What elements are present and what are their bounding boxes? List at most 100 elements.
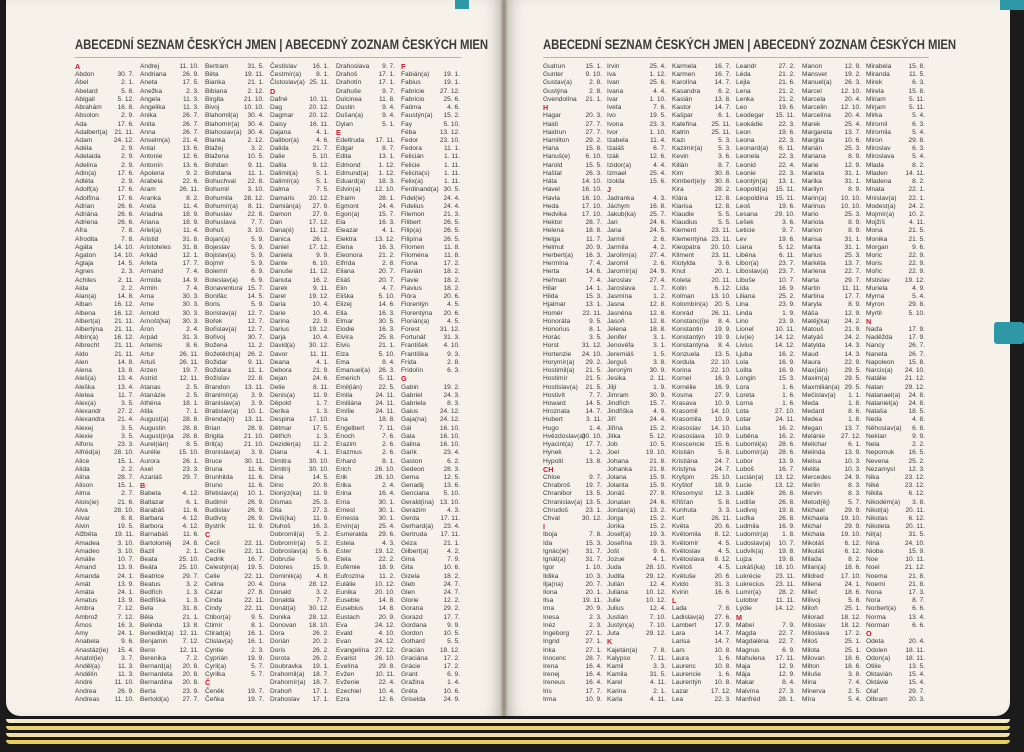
name-label: Květuše: [672, 572, 696, 580]
name-day-date: 24. 1.: [117, 572, 135, 580]
name-entry: Otilie 13. 5.: [866, 663, 925, 671]
name-day-date: 30. 9.: [649, 391, 667, 399]
name-label: Kunhuta: [672, 506, 697, 514]
name-day-date: 23. 9.: [182, 687, 200, 695]
name-label: Noel: [866, 564, 880, 572]
name-day-date: 28. 6.: [778, 449, 796, 457]
name-day-date: 5. 4.: [912, 112, 925, 120]
name-entry: Aristid 31. 8.: [140, 236, 199, 244]
name-label: Haidi: [543, 120, 559, 128]
name-entry: Leona 22. 3.: [736, 137, 795, 145]
name-label: Bohumila: [205, 194, 233, 202]
name-day-date: 3. 10.: [247, 227, 265, 235]
name-label: Božidar: [205, 358, 228, 366]
name-label: Donát(a): [270, 605, 296, 613]
name-label: Alina: [75, 473, 90, 481]
name-entry: Jonatan 24. 6.: [607, 499, 666, 507]
name-day-date: 17. 10.: [840, 572, 861, 580]
name-day-date: 22. 1.: [908, 186, 926, 194]
name-label: Lionel: [736, 326, 754, 333]
name-label: Drahoslav: [270, 695, 300, 703]
name-entry: Moric 22. 9.: [866, 252, 925, 260]
name-entry: Arne 30. 3.: [140, 301, 199, 309]
name-day-date: 25. 1.: [844, 646, 862, 654]
name-day-date: 10. 4.: [312, 301, 330, 309]
name-label: Fidel(ie): [401, 194, 425, 202]
name-entry: Lambert 17. 9.: [672, 622, 731, 630]
name-day-date: 6. 12.: [844, 547, 862, 555]
name-label: Drahoslava: [336, 63, 370, 70]
bookmark-ribbon[interactable]: [1000, 0, 1024, 10]
name-day-date: 18. 5.: [908, 408, 926, 416]
name-column: Bertram 31. 5. Běta 19. 11. Bianka 21. 1. Bibi…: [205, 63, 264, 704]
bookmark-ribbon[interactable]: [455, 0, 469, 9]
name-label: Mabel: [736, 621, 754, 629]
name-day-date: 20. 8.: [312, 482, 330, 490]
name-entry: Dobruše 5. 6.: [270, 556, 329, 564]
name-label: Gerald(ina): [401, 498, 434, 506]
name-label: Krasoslav: [672, 424, 701, 432]
name-label: Bystrík: [205, 523, 226, 531]
name-entry: Malvína 27. 3.: [736, 688, 795, 696]
name-entry: Leticie 9. 7.: [736, 227, 795, 235]
name-entry: Ctislav(a) 16. 1.: [205, 638, 264, 646]
name-label: Klementýna: [672, 235, 707, 243]
name-entry: Albín(a) 16. 12.: [75, 334, 134, 342]
name-entry: Flavie 18. 2.: [401, 277, 460, 285]
name-day-date: 3. 6.: [718, 153, 731, 161]
name-label: Hostivít: [543, 391, 565, 399]
name-label: Mnata: [866, 186, 885, 194]
bookmark-ribbon[interactable]: [994, 322, 1024, 344]
name-label: Jitka: [607, 432, 621, 440]
name-day-date: 9. 6.: [121, 638, 134, 646]
name-label: Hostislav(a): [543, 383, 578, 391]
letter-label: C: [205, 530, 211, 540]
name-entry: Milena 24. 1.: [802, 581, 861, 589]
name-label: Helena: [543, 227, 564, 235]
name-entry: Bořislav(a) 12. 7.: [205, 326, 264, 334]
name-label: Ignác(ie): [543, 547, 569, 555]
name-entry: Daniel 17. 12.: [270, 244, 329, 252]
name-label: Donald: [270, 589, 291, 596]
name-day-date: 6. 9.: [782, 646, 795, 654]
name-entry: Aranka 8. 2.: [140, 195, 199, 203]
name-entry: Krasoslav 14. 10.: [672, 425, 731, 433]
name-entry: Noema 21. 8.: [866, 573, 925, 581]
name-entry: Beno 12. 11.: [140, 647, 199, 655]
name-day-date: 31. 8.: [182, 605, 200, 613]
name-day-date: 8. 4.: [382, 358, 395, 366]
name-label: Elfrída: [336, 260, 356, 268]
name-label: Melinda: [802, 449, 826, 457]
name-entry: Dezider(a) 11. 2.: [270, 441, 329, 449]
name-label: Leandr: [736, 63, 757, 70]
name-label: Fabián(a): [401, 71, 430, 79]
name-day-date: 24. 8.: [182, 539, 200, 547]
name-label: Filemon: [401, 210, 425, 218]
name-entry: Linda 1. 9.: [736, 310, 795, 318]
name-entry: Lola 16. 9.: [736, 359, 795, 367]
name-entry: Féba 13. 12.: [401, 129, 460, 137]
name-label: Lenka: [736, 95, 754, 103]
name-label: Laurencie: [672, 671, 701, 679]
name-day-date: 16. 7.: [247, 556, 265, 564]
name-label: Hubert: [543, 416, 563, 424]
name-day-date: 3. 1.: [653, 334, 666, 342]
name-day-date: 22. 3.: [778, 169, 796, 177]
name-entry: Krasomil 14. 10.: [672, 408, 731, 416]
name-label: Dalida: [270, 145, 289, 153]
name-label: Filibert: [401, 219, 421, 227]
name-label: Hilda: [543, 293, 559, 301]
name-day-date: 17. 10.: [581, 210, 602, 218]
name-entry: Havel 16. 10.: [543, 186, 602, 194]
name-day-date: 17. 1.: [378, 71, 396, 79]
name-day-date: 28. 12.: [308, 580, 329, 588]
name-entry: Helmut 20. 9.: [543, 244, 602, 252]
name-label: Hedvika: [543, 210, 567, 218]
name-day-date: 28. 3.: [443, 465, 461, 473]
name-entry: Darie 10. 4.: [270, 310, 329, 318]
name-label: Konstantýna: [672, 342, 709, 350]
name-entry: Filomen 11. 8.: [401, 244, 460, 252]
name-day-date: 30. 12.: [308, 605, 329, 613]
name-entry: Markéta 13. 7.: [802, 260, 861, 268]
name-label: Ivona: [607, 120, 624, 128]
